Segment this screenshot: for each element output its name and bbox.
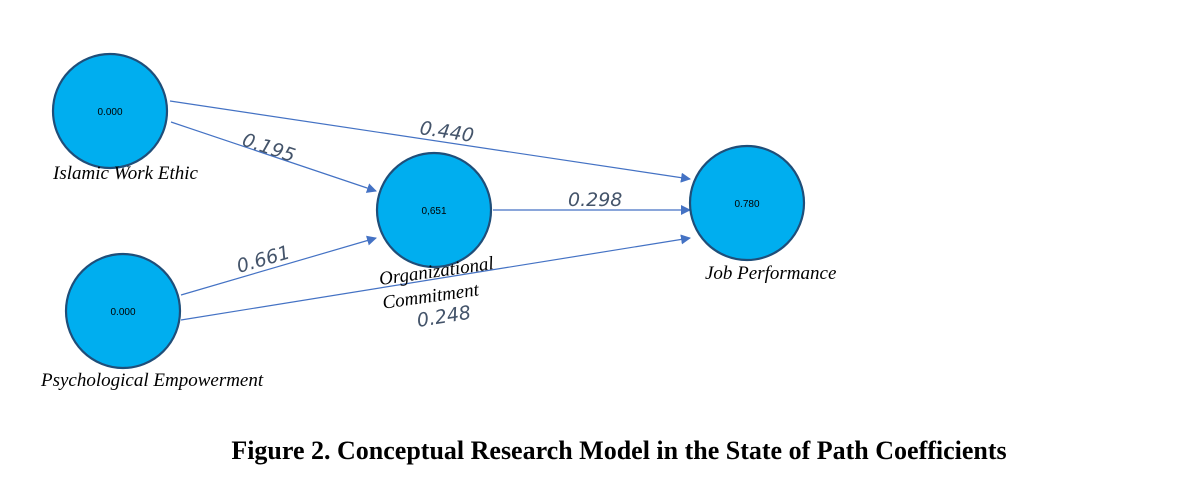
figure-caption: Figure 2. Conceptual Research Model in t…	[231, 436, 1007, 465]
label-psychological-empowerment: Psychological Empowerment	[40, 370, 264, 391]
edge-pe-to-jp	[180, 234, 691, 321]
edge-pe-to-oc	[180, 235, 377, 296]
coef-oc-jp: 0.298	[568, 189, 622, 211]
node-value: 0,651	[421, 206, 446, 217]
node-value: 0.000	[97, 107, 122, 118]
node-organizational-commitment: 0,651	[375, 151, 493, 269]
node-job-performance: 0.780	[688, 144, 806, 262]
edge-iwe-to-jp	[169, 100, 691, 183]
label-job-performance: Job Performance	[705, 263, 836, 284]
node-islamic-work-ethic: 0.000	[51, 52, 169, 170]
node-value: 0.780	[734, 199, 759, 210]
edge-iwe-to-oc	[170, 121, 377, 193]
node-psychological-empowerment: 0.000	[64, 252, 182, 370]
coef-iwe-oc: 0.195	[239, 129, 298, 167]
node-value: 0.000	[110, 307, 135, 318]
label-islamic-work-ethic: Islamic Work Ethic	[52, 163, 199, 184]
coef-iwe-jp: 0.440	[418, 117, 475, 147]
coef-pe-oc: 0.661	[234, 241, 292, 277]
